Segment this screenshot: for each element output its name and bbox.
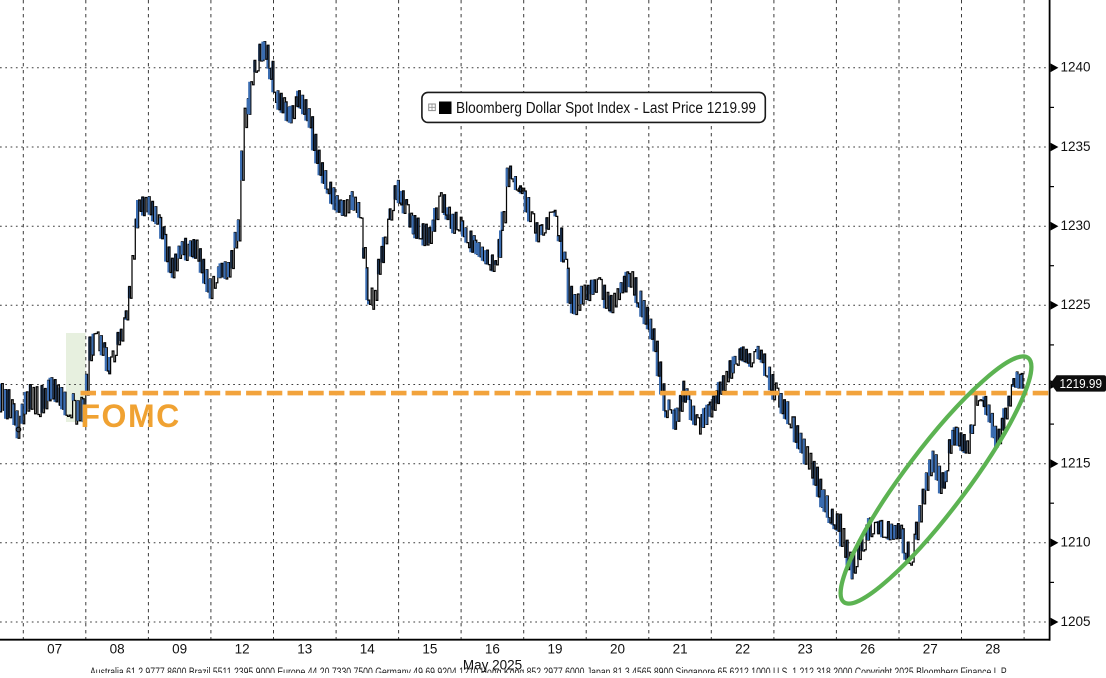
svg-text:16: 16 [485,642,500,657]
svg-text:FOMC: FOMC [81,398,181,434]
svg-text:19: 19 [547,642,562,657]
svg-text:08: 08 [110,642,125,657]
svg-text:09: 09 [172,642,187,657]
svg-text:Bloomberg Dollar Spot Index -: Bloomberg Dollar Spot Index - Last Price… [456,100,756,117]
svg-text:May 2025: May 2025 [463,658,522,673]
svg-text:20: 20 [610,642,625,657]
svg-text:22: 22 [735,642,750,657]
svg-text:1215: 1215 [1061,456,1091,471]
svg-text:15: 15 [422,642,437,657]
svg-text:1210: 1210 [1061,535,1091,550]
svg-text:14: 14 [360,642,376,657]
svg-text:1235: 1235 [1061,139,1091,154]
svg-text:13: 13 [297,642,312,657]
svg-text:1219.99: 1219.99 [1060,376,1103,391]
svg-text:23: 23 [798,642,813,657]
svg-text:1230: 1230 [1061,218,1091,233]
svg-text:1205: 1205 [1061,614,1091,629]
svg-text:12: 12 [235,642,250,657]
svg-text:1240: 1240 [1061,60,1091,75]
svg-text:26: 26 [860,642,875,657]
svg-text:Australia 61 2 9777 8600 Brazi: Australia 61 2 9777 8600 Brazil 5511 239… [90,667,1008,673]
svg-text:07: 07 [47,642,62,657]
svg-text:27: 27 [923,642,938,657]
svg-text:1225: 1225 [1061,297,1091,312]
svg-text:21: 21 [673,642,688,657]
svg-text:28: 28 [985,642,1000,657]
